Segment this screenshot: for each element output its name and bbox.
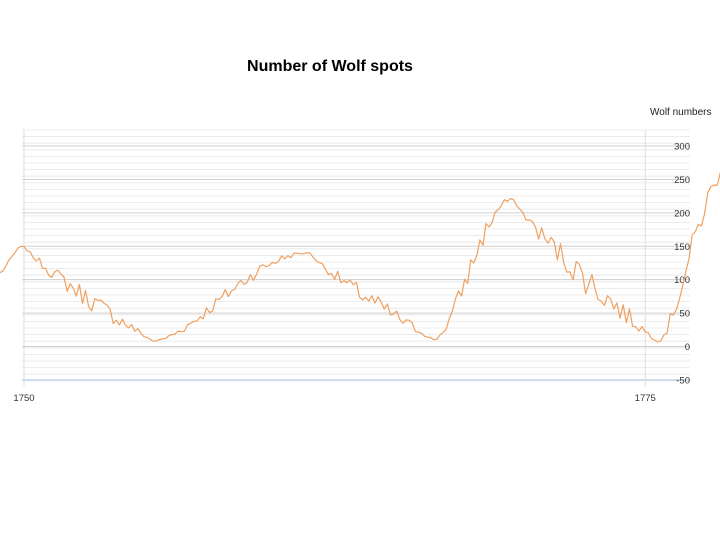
wolf-number-series-line bbox=[0, 172, 720, 343]
chart-title: Number of Wolf spots bbox=[247, 58, 413, 75]
y-tick-label: -50 bbox=[676, 375, 690, 386]
x-tick-label: 1775 bbox=[635, 393, 656, 404]
y-tick-label: 300 bbox=[674, 142, 690, 153]
y-axis-unit-label: Wolf numbers bbox=[650, 107, 712, 118]
y-tick-label: 100 bbox=[674, 275, 690, 286]
x-tick-labels: 1750177518001825185018751900192519501975… bbox=[13, 393, 656, 404]
y-tick-label: 150 bbox=[674, 242, 690, 253]
minor-gridlines bbox=[22, 129, 690, 382]
y-tick-label: 250 bbox=[674, 175, 690, 186]
y-tick-label: 0 bbox=[685, 342, 690, 353]
x-tick-label: 1750 bbox=[13, 393, 34, 404]
y-tick-label: 200 bbox=[674, 208, 690, 219]
major-gridlines bbox=[22, 130, 690, 386]
y-tick-label: 50 bbox=[679, 309, 690, 320]
y-tick-labels: 300 250 200 150 100 50 0 -50 bbox=[674, 142, 690, 387]
